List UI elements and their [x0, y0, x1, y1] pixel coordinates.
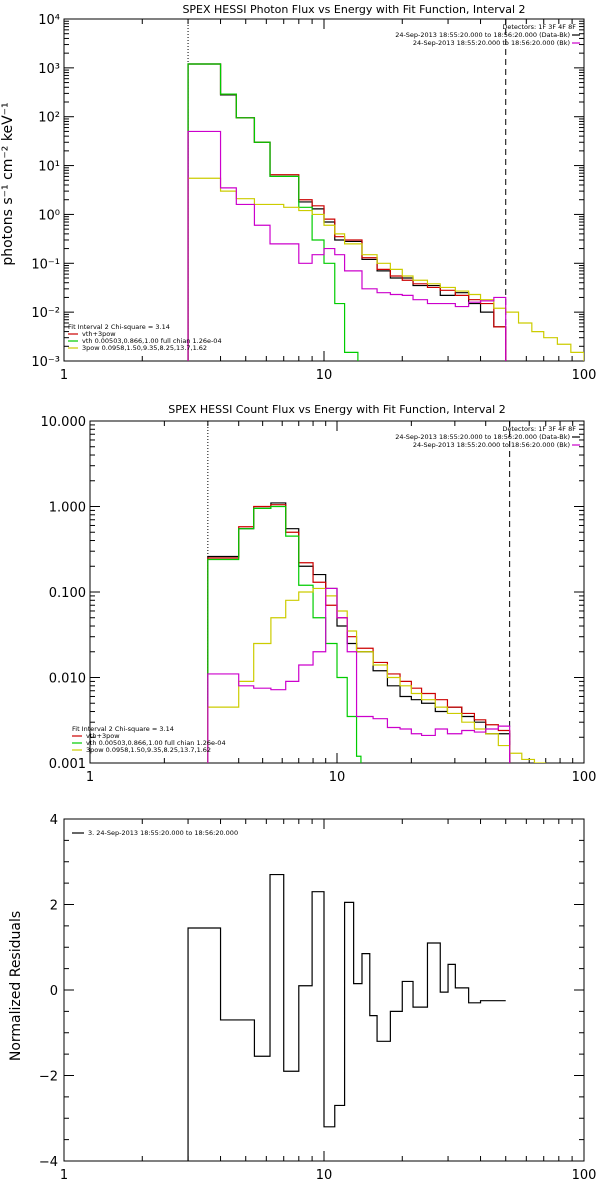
photon-flux-title: SPEX HESSI Photon Flux vs Energy with Fi… [182, 3, 525, 16]
y-tick-label: 0.010 [49, 672, 86, 687]
fit-legend-entry: vth 0.00503,0.866,1.00 full chian 1.26e-… [82, 337, 222, 345]
count-flux-title: SPEX HESSI Count Flux vs Energy with Fit… [168, 403, 505, 416]
x-tick-label: 100 [572, 368, 597, 383]
fit-legend-entry: vth+3pow [82, 330, 116, 338]
legend-entry: 24-Sep-2013 18:55:20.000 to 18:56:20.000… [413, 441, 570, 449]
series-line-2 [187, 63, 359, 361]
photon-flux-axes: 1 10 100 10⁻³ 10⁻² 10⁻¹ 10⁰ 10¹ 10² 10³ 10⁴ Detecto… [31, 13, 596, 383]
fit-legend-entry: vth+3pow [86, 732, 120, 740]
residuals-ylabel: Normalized Residuals [8, 911, 24, 1061]
series-line-4 [207, 587, 511, 763]
fit-legend-entry: 3pow 0.0958,1.50,9.35,8.25,13.7,1.62 [86, 746, 211, 754]
y-tick-label: 2 [50, 899, 58, 914]
y-tick-label: 10⁻¹ [31, 257, 60, 272]
y-tick-label: 10⁻³ [31, 355, 60, 370]
legend-entry: 24-Sep-2013 18:55:20.000 to 18:56:20.000… [395, 433, 570, 441]
x-tick-label: 10 [316, 368, 333, 383]
fit-legend-entry: vth 0.00503,0.866,1.00 full chian 1.26e-… [86, 739, 226, 747]
series-line-4 [187, 130, 507, 361]
x-tick-label: 10 [329, 770, 346, 785]
series-line-3 [207, 587, 546, 763]
y-tick-label: 10¹ [38, 160, 60, 175]
fit-legend-header: Fit Interval 2 Chi-square = 3.14 [68, 323, 170, 331]
count-flux-axes: 1 10 100 0.001 0.010 0.100 1.000 10.000 Detector… [41, 415, 597, 785]
legend-header: Detectors: 1F 3F 4F 8F [502, 23, 576, 31]
y-tick-label: 10⁻² [31, 306, 60, 321]
y-tick-label: 10³ [38, 62, 60, 77]
y-tick-label: 1.000 [49, 501, 86, 516]
count-flux-panel: SPEX HESSI Count Flux vs Energy with Fit… [41, 403, 597, 785]
y-tick-label: 0.100 [49, 586, 86, 601]
photon-flux-ylabel: photons s⁻¹ cm⁻² keV⁻¹ [0, 102, 16, 265]
y-tick-label: 0.001 [49, 757, 86, 772]
fit-legend-header: Fit Interval 2 Chi-square = 3.14 [72, 725, 174, 733]
y-tick-label: −2 [39, 1070, 58, 1085]
x-tick-label: 100 [572, 770, 597, 785]
photon-flux-panel: SPEX HESSI Photon Flux vs Energy with Fi… [0, 3, 596, 383]
fit-legend-entry: 3pow 0.0958,1.50,9.35,8.25,13.7,1.62 [82, 344, 207, 352]
series-line-2 [207, 505, 362, 763]
residuals-panel: Normalized Residuals 1 10 100 −4 −2 0 2 4 3. 24-… [8, 813, 596, 1183]
series-line-0 [187, 873, 506, 1161]
y-tick-label: 10⁴ [38, 13, 60, 28]
legend-entry: 24-Sep-2013 18:55:20.000 to 18:56:20.000… [395, 31, 570, 39]
y-tick-label: 10.000 [41, 415, 87, 430]
y-tick-label: 10⁰ [38, 208, 60, 223]
x-tick-label: 1 [60, 1168, 68, 1183]
legend-header: Detectors: 1F 3F 4F 8F [502, 425, 576, 433]
series-line-3 [187, 177, 584, 361]
y-tick-label: 0 [50, 984, 58, 999]
series-line-1 [207, 504, 511, 763]
residuals-axes: 1 10 100 −4 −2 0 2 4 3. 24-Sep-2013 18:55:20.000… [39, 813, 597, 1183]
legend-entry: 3. 24-Sep-2013 18:55:20.000 to 18:56:20.… [88, 829, 238, 837]
y-tick-label: 4 [50, 813, 58, 828]
x-tick-label: 10 [316, 1168, 333, 1183]
y-tick-label: 10² [38, 111, 60, 126]
x-tick-label: 1 [60, 368, 68, 383]
y-tick-label: −4 [39, 1155, 58, 1170]
x-tick-label: 1 [86, 770, 94, 785]
x-tick-label: 100 [572, 1168, 597, 1183]
legend-entry: 24-Sep-2013 18:55:20.000 to 18:56:20.000… [413, 39, 570, 47]
